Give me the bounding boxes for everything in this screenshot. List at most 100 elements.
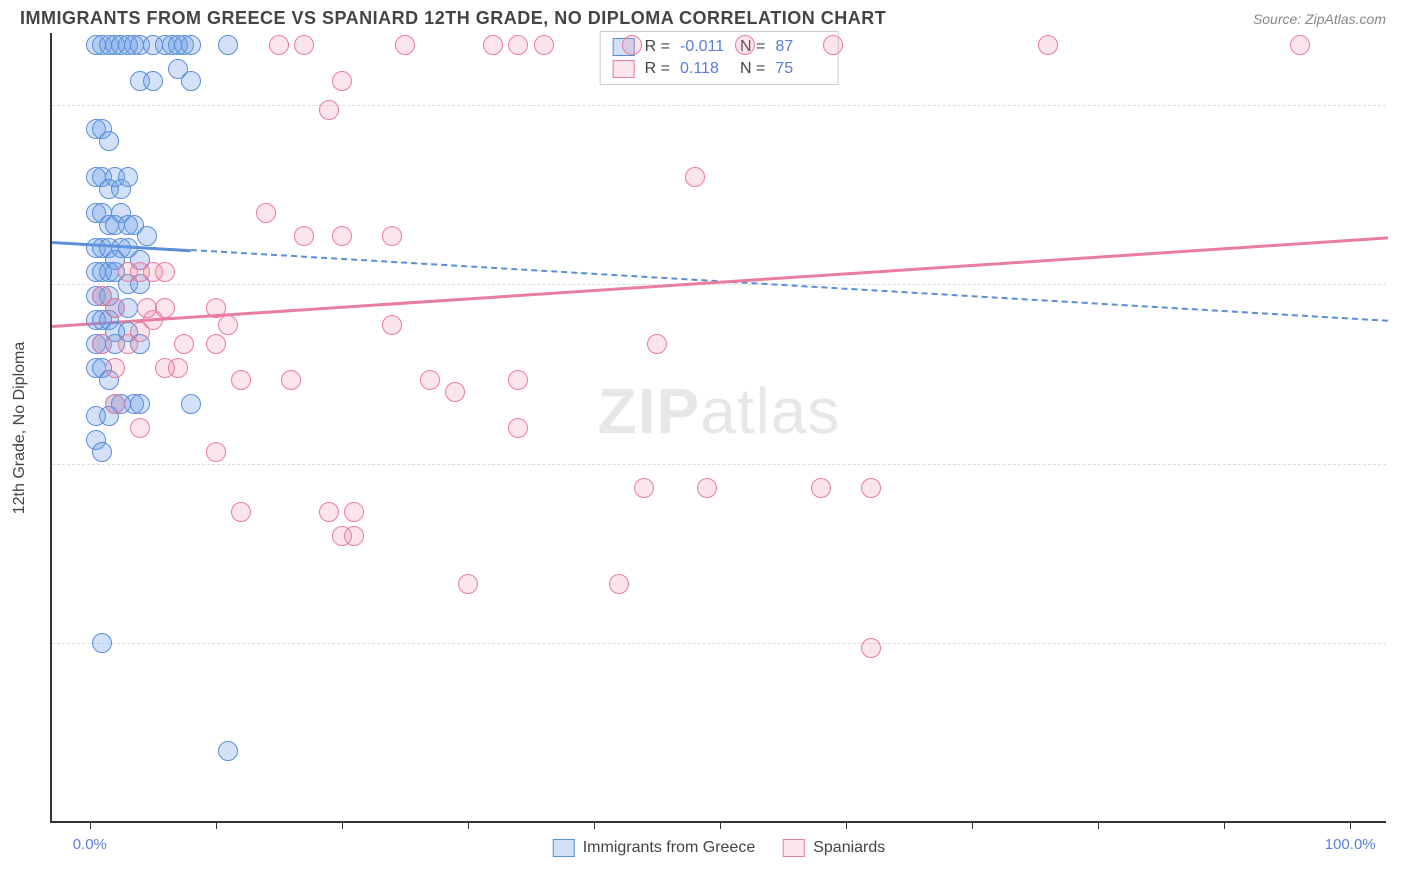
y-tick-label: 100.0% (1396, 96, 1406, 113)
x-tick (594, 821, 595, 829)
data-point (622, 35, 642, 55)
data-point (458, 574, 478, 594)
legend-item-greece: Immigrants from Greece (553, 839, 755, 857)
data-point (332, 71, 352, 91)
data-point (281, 370, 301, 390)
data-point (811, 478, 831, 498)
data-point (508, 418, 528, 438)
gridline-h (52, 284, 1386, 285)
data-point (99, 131, 119, 151)
data-point (143, 71, 163, 91)
y-axis-label: 12th Grade, No Diploma (11, 342, 29, 515)
x-tick (90, 821, 91, 829)
data-point (168, 358, 188, 378)
legend-label-greece: Immigrants from Greece (583, 839, 755, 857)
data-point (118, 334, 138, 354)
y-tick-label: 85.0% (1396, 455, 1406, 472)
data-point (92, 334, 112, 354)
data-point (697, 478, 717, 498)
data-point (155, 262, 175, 282)
data-point (609, 574, 629, 594)
data-point (269, 35, 289, 55)
data-point (206, 334, 226, 354)
data-point (143, 310, 163, 330)
n-value-greece: 87 (775, 38, 825, 56)
legend-item-spaniards: Spaniards (783, 839, 885, 857)
x-tick (1098, 821, 1099, 829)
series-legend: Immigrants from Greece Spaniards (553, 839, 886, 857)
x-tick (342, 821, 343, 829)
data-point (174, 334, 194, 354)
data-point (420, 370, 440, 390)
data-point (92, 633, 112, 653)
data-point (319, 502, 339, 522)
n-label: N = (740, 60, 765, 78)
data-point (319, 100, 339, 120)
chart-title: IMMIGRANTS FROM GREECE VS SPANIARD 12TH … (20, 8, 886, 29)
r-label: R = (645, 38, 670, 56)
data-point (231, 502, 251, 522)
data-point (256, 203, 276, 223)
data-point (861, 478, 881, 498)
data-point (92, 442, 112, 462)
data-point (685, 167, 705, 187)
data-point (534, 35, 554, 55)
data-point (483, 35, 503, 55)
data-point (218, 741, 238, 761)
x-tick-label: 100.0% (1325, 836, 1376, 853)
x-tick (1350, 821, 1351, 829)
data-point (206, 442, 226, 462)
data-point (130, 394, 150, 414)
watermark: ZIPatlas (598, 374, 841, 448)
r-label: R = (645, 60, 670, 78)
n-value-spaniards: 75 (775, 60, 825, 78)
data-point (382, 226, 402, 246)
x-tick (216, 821, 217, 829)
legend-row-spaniards: R = 0.118 N = 75 (613, 58, 826, 80)
data-point (294, 226, 314, 246)
data-point (1290, 35, 1310, 55)
data-point (181, 394, 201, 414)
data-point (382, 315, 402, 335)
gridline-h (52, 643, 1386, 644)
x-tick-label: 0.0% (73, 836, 107, 853)
y-tick-label: 77.5% (1396, 635, 1406, 652)
data-point (105, 358, 125, 378)
trend-line (191, 249, 1388, 322)
data-point (118, 167, 138, 187)
data-point (332, 226, 352, 246)
swatch-spaniards (613, 60, 635, 78)
data-point (508, 370, 528, 390)
data-point (647, 334, 667, 354)
data-point (445, 382, 465, 402)
y-tick-label: 92.5% (1396, 276, 1406, 293)
data-point (218, 35, 238, 55)
data-point (634, 478, 654, 498)
swatch-greece (553, 839, 575, 857)
data-point (508, 35, 528, 55)
gridline-h (52, 105, 1386, 106)
data-point (735, 35, 755, 55)
data-point (105, 394, 125, 414)
x-tick (1224, 821, 1225, 829)
source-attribution: Source: ZipAtlas.com (1253, 11, 1386, 27)
r-value-greece: -0.011 (680, 38, 730, 56)
data-point (823, 35, 843, 55)
x-tick (846, 821, 847, 829)
scatter-plot-area: ZIPatlas R = -0.011 N = 87 R = 0.118 N =… (50, 33, 1386, 823)
gridline-h (52, 464, 1386, 465)
swatch-spaniards (783, 839, 805, 857)
data-point (1038, 35, 1058, 55)
trend-line (52, 236, 1388, 327)
data-point (105, 298, 125, 318)
data-point (181, 35, 201, 55)
data-point (294, 35, 314, 55)
data-point (861, 638, 881, 658)
legend-row-greece: R = -0.011 N = 87 (613, 36, 826, 58)
data-point (137, 226, 157, 246)
data-point (344, 526, 364, 546)
x-tick (468, 821, 469, 829)
data-point (218, 315, 238, 335)
data-point (181, 71, 201, 91)
r-value-spaniards: 0.118 (680, 60, 730, 78)
